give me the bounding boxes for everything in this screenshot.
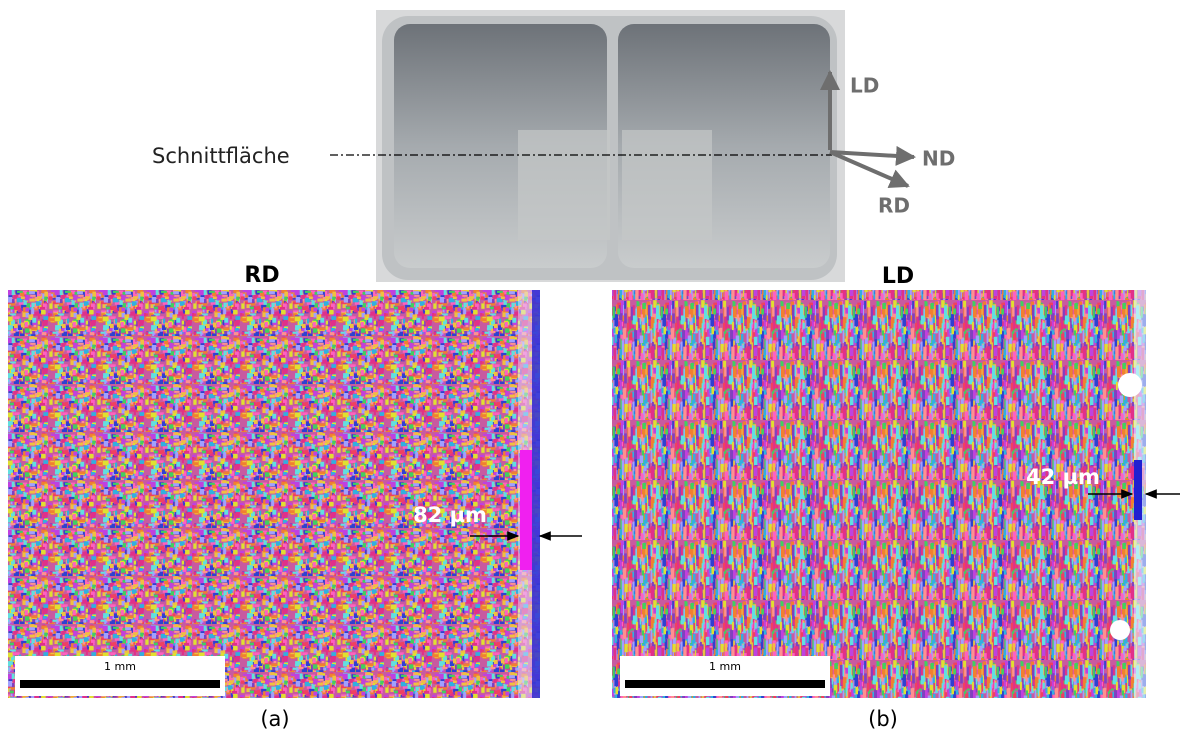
profile-photo	[376, 10, 845, 282]
thickness-label: 82 µm	[413, 503, 487, 527]
scale-bar	[625, 680, 825, 688]
panel-caption: (b)	[868, 707, 898, 731]
surface-grain	[532, 290, 540, 698]
axis-label: RD	[878, 194, 910, 218]
void	[1110, 620, 1130, 640]
surface-grain	[520, 450, 532, 570]
axis-label: LD	[850, 74, 879, 98]
panel-heading: LD	[882, 264, 914, 289]
thickness-label: 42 µm	[1026, 465, 1100, 489]
scale-bar	[20, 680, 220, 688]
void	[1118, 373, 1142, 397]
section-label: Schnittfläche	[152, 144, 290, 168]
surface-grain	[1134, 460, 1142, 520]
panel-heading: RD	[244, 263, 279, 288]
axis-label: ND	[922, 147, 955, 171]
ebsd-map	[612, 290, 1146, 698]
scale-bar-label: 1 mm	[709, 660, 741, 673]
panel-caption: (a)	[260, 707, 289, 731]
scale-bar-label: 1 mm	[104, 660, 136, 673]
figure: Schnittfläche LD ND RD RD 82 µm 1 mm (a)…	[0, 0, 1183, 735]
ebsd-map	[8, 290, 540, 698]
